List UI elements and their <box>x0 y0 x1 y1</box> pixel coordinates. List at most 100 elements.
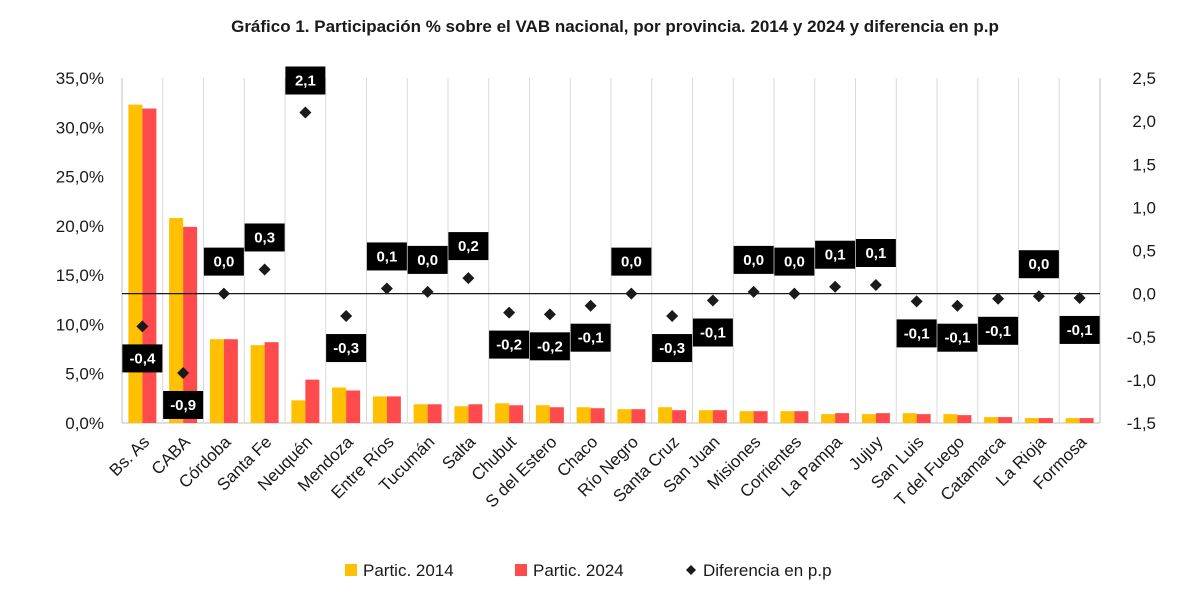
chart-title: Gráfico 1. Participación % sobre el VAB … <box>231 17 999 36</box>
y-left-tick-label: 10,0% <box>56 315 104 334</box>
diff-label: 0,0 <box>784 254 805 271</box>
y-left-tick-label: 20,0% <box>56 217 104 236</box>
bar-2014 <box>291 400 306 423</box>
bar-2014 <box>128 104 143 423</box>
y-right-tick-label: 2,0 <box>1132 112 1156 131</box>
bar-2024 <box>590 408 605 423</box>
diff-marker <box>1073 291 1086 304</box>
diff-label-box <box>652 334 693 363</box>
bar-2014 <box>372 396 387 423</box>
bar-2014 <box>495 403 510 423</box>
diff-label: -0,1 <box>700 325 726 342</box>
bar-2024 <box>305 379 320 423</box>
diff-label-box <box>570 323 611 352</box>
bar-2014 <box>250 345 265 423</box>
diff-marker <box>258 263 271 276</box>
diff-label-box <box>1059 315 1100 344</box>
diff-label-box <box>407 245 448 274</box>
diff-label: -0,3 <box>333 340 359 357</box>
diff-label-box <box>163 390 204 419</box>
diff-label-box <box>611 247 652 276</box>
y-right-tick-label: 0,5 <box>1132 242 1156 261</box>
diff-label-box <box>774 247 815 276</box>
legend-label: Partic. 2024 <box>533 561 624 580</box>
bar-2024 <box>753 411 768 423</box>
diff-marker <box>136 320 149 333</box>
bar-2014 <box>1065 418 1080 423</box>
diff-marker <box>421 285 434 298</box>
diff-label: 0,0 <box>621 254 642 271</box>
y-right-tick-label: 0,0 <box>1132 285 1156 304</box>
diff-label: 0,1 <box>376 248 397 265</box>
diff-marker <box>380 282 393 295</box>
bar-2014 <box>535 405 550 423</box>
bar-2024 <box>468 404 483 423</box>
y-left-tick-label: 30,0% <box>56 118 104 137</box>
bar-2014 <box>617 409 632 423</box>
y-left-tick-label: 25,0% <box>56 168 104 187</box>
bar-2024 <box>1038 418 1053 423</box>
bar-2024 <box>794 411 809 423</box>
diff-label-box <box>326 334 367 363</box>
plot-area: 0,0% 5,0% 10,0% 15,0% 20,0% 25,0% 30,0% 35,0% -1… <box>56 66 1156 511</box>
bar-2024 <box>1079 418 1094 423</box>
diff-label-box <box>489 330 530 359</box>
diff-label: 0,2 <box>458 238 479 255</box>
bar-2024 <box>549 407 564 423</box>
diff-label-box <box>448 232 489 261</box>
legend: Partic. 2014 Partic. 2024 Diferencia en p.… <box>345 561 832 580</box>
bar-2014 <box>413 404 428 423</box>
diff-marker <box>951 299 964 312</box>
diff-label-box <box>815 240 856 269</box>
bar-2014 <box>984 417 999 423</box>
diff-label: -0,2 <box>496 337 522 354</box>
legend-marker-diff <box>686 565 696 575</box>
diff-marker <box>625 287 638 300</box>
diff-label-box <box>896 319 937 348</box>
diff-label: -0,1 <box>944 330 970 347</box>
bar-2024 <box>712 410 727 423</box>
diff-label: -0,4 <box>129 350 156 367</box>
legend-swatch <box>515 564 527 576</box>
bar-2014 <box>821 414 836 423</box>
diff-marker <box>503 306 516 319</box>
diff-label: -0,9 <box>170 397 196 414</box>
bar-2024 <box>142 108 157 424</box>
y-left-tick-label: 5,0% <box>65 365 104 384</box>
diff-marker <box>992 292 1005 305</box>
bar-2024 <box>264 342 279 423</box>
bar-2014 <box>698 410 713 423</box>
diff-label: 0,0 <box>417 252 438 269</box>
bar-2014 <box>861 414 876 423</box>
y-left-tick-label: 15,0% <box>56 266 104 285</box>
y-left-tick-label: 0,0% <box>65 414 104 433</box>
bar-2024 <box>386 396 401 423</box>
bar-2024 <box>672 410 687 423</box>
diff-marker <box>299 106 312 119</box>
bar-2024 <box>346 390 361 423</box>
diff-label-box <box>978 316 1019 345</box>
diff-marker <box>584 299 597 312</box>
diff-label: 2,1 <box>295 73 316 90</box>
diff-label-box <box>122 344 163 373</box>
diff-label: 0,1 <box>825 247 846 264</box>
bar-2024 <box>427 404 442 423</box>
diff-label: 0,0 <box>213 254 234 271</box>
bar-2024 <box>998 417 1013 423</box>
diff-marker <box>747 285 760 298</box>
bar-2024 <box>916 414 931 423</box>
diff-label-box <box>203 247 244 276</box>
diff-marker <box>788 287 801 300</box>
bar-2014 <box>658 407 673 423</box>
diff-label-box <box>692 318 733 347</box>
y-right-tick-label: 1,5 <box>1132 155 1156 174</box>
diff-marker <box>829 280 842 293</box>
bar-2014 <box>943 414 958 423</box>
diff-label-box <box>529 332 570 361</box>
diff-label: -0,2 <box>537 338 563 355</box>
bar-2014 <box>332 387 347 423</box>
diff-marker <box>1032 290 1045 303</box>
diff-marker <box>543 308 556 321</box>
diff-marker <box>217 287 230 300</box>
